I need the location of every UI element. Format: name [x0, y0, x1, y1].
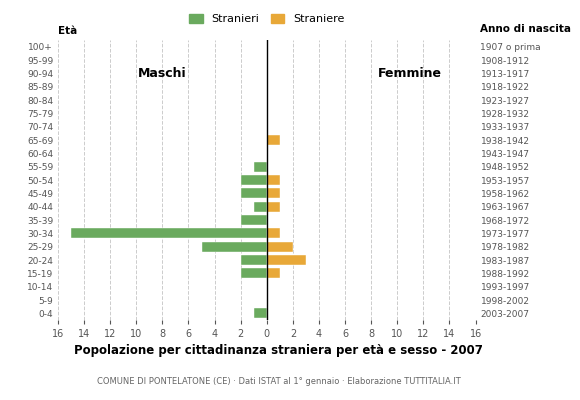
Bar — [253, 162, 267, 172]
Bar — [71, 228, 267, 238]
Text: Età: Età — [58, 26, 77, 36]
Text: Femmine: Femmine — [378, 67, 443, 80]
Bar — [267, 255, 306, 265]
Bar — [201, 242, 267, 252]
Bar — [267, 228, 280, 238]
Text: COMUNE DI PONTELATONE (CE) · Dati ISTAT al 1° gennaio · Elaborazione TUTTITALIA.: COMUNE DI PONTELATONE (CE) · Dati ISTAT … — [96, 377, 461, 386]
Text: Maschi: Maschi — [138, 67, 187, 80]
Bar — [267, 268, 280, 278]
Text: Anno di nascita: Anno di nascita — [480, 24, 571, 34]
Bar — [241, 188, 267, 198]
Bar — [241, 215, 267, 225]
Bar — [241, 175, 267, 185]
Bar — [253, 202, 267, 212]
Text: Popolazione per cittadinanza straniera per età e sesso - 2007: Popolazione per cittadinanza straniera p… — [74, 344, 483, 357]
Bar — [253, 308, 267, 318]
Bar — [267, 188, 280, 198]
Bar — [241, 255, 267, 265]
Bar — [267, 202, 280, 212]
Bar — [267, 242, 293, 252]
Bar — [267, 175, 280, 185]
Bar — [241, 268, 267, 278]
Bar — [267, 135, 280, 145]
Legend: Stranieri, Straniere: Stranieri, Straniere — [185, 9, 349, 28]
